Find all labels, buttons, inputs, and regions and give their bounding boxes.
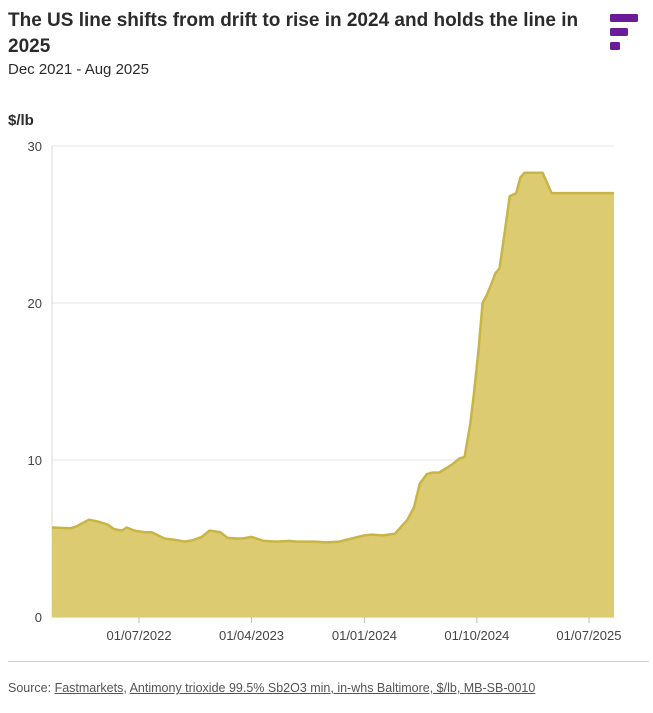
y-axis-unit-label: $/lb	[8, 112, 34, 129]
source-note: Source: Fastmarkets, Antimony trioxide 9…	[8, 680, 648, 696]
series-line	[51, 171, 614, 544]
y-tick-label: 30	[28, 139, 42, 154]
y-tick-label: 20	[28, 296, 42, 311]
x-tick-label: 01/07/2022	[106, 628, 171, 643]
area-chart: 0 10 20 30 01/07/2022 01/04/2023 01/01/2024 01/…	[28, 139, 622, 643]
source-prefix: Source:	[8, 681, 55, 695]
x-tick-label: 01/10/2024	[444, 628, 509, 643]
fastmarkets-logo-icon	[610, 14, 638, 50]
series-area-fill	[52, 172, 614, 617]
footer-divider	[8, 661, 649, 662]
x-tick-label: 01/01/2024	[332, 628, 397, 643]
logo-bar-mid	[610, 28, 628, 36]
logo-bar-bottom	[610, 42, 620, 50]
y-tick-label: 10	[28, 453, 42, 468]
y-tick-label: 0	[35, 610, 42, 625]
source-publisher-link[interactable]: Fastmarkets	[54, 681, 124, 695]
chart-title: The US line shifts from drift to rise in…	[8, 10, 579, 57]
x-tick-label: 01/04/2023	[219, 628, 284, 643]
source-series-link[interactable]: Antimony trioxide 99.5% Sb2O3 min, in-wh…	[129, 681, 536, 695]
chart-subtitle: Dec 2021 - Aug 2025	[8, 61, 149, 78]
logo-bar-top	[610, 14, 638, 22]
source-separator: ,	[123, 681, 130, 695]
axis-layer: 0 10 20 30 01/07/2022 01/04/2023 01/01/2024 01/…	[28, 139, 622, 643]
x-tick-label: 01/07/2025	[556, 628, 621, 643]
